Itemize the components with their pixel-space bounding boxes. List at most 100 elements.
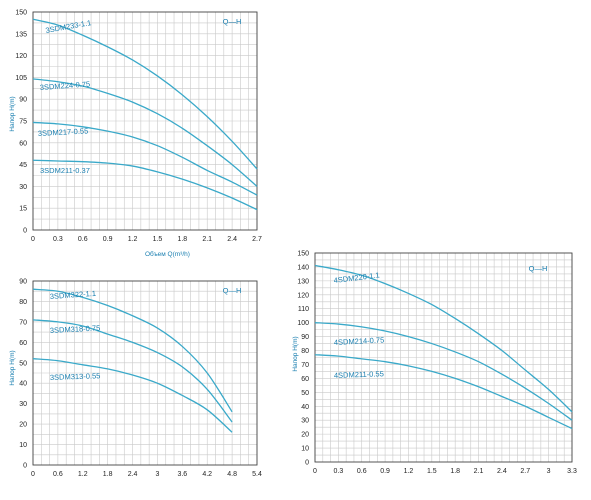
y-tick-label: 80: [301, 348, 309, 355]
y-tick-label: 60: [19, 140, 27, 147]
series-label: 4SDM220-1.1: [333, 270, 380, 285]
x-tick-label: 1.8: [177, 236, 187, 243]
y-tick-label: 90: [301, 334, 309, 341]
series-label: 4SDM214-0.75: [334, 335, 385, 347]
y-tick-label: 150: [297, 251, 309, 258]
y-tick-label: 130: [297, 278, 309, 285]
y-tick-label: 20: [301, 432, 309, 439]
y-tick-label: 30: [19, 184, 27, 191]
series-line-3sdm233-1.1: [32, 18, 258, 170]
x-tick-label: 1.2: [78, 471, 88, 478]
y-tick-label: 120: [297, 292, 309, 299]
x-tick-label: 0.6: [53, 471, 63, 478]
series-line-3sdm211-0.37: [32, 159, 258, 211]
y-tick-label: 0: [23, 228, 27, 235]
series-line-4sdm214-0.75: [314, 322, 573, 421]
y-tick-label: 90: [19, 97, 27, 104]
x-tick-label: 1.2: [128, 236, 138, 243]
y-tick-label: 40: [19, 381, 27, 388]
y-tick-label: 10: [19, 442, 27, 449]
y-tick-label: 90: [19, 279, 27, 286]
x-tick-label: 0.3: [53, 236, 63, 243]
legend-label: Q—H: [529, 264, 548, 273]
x-tick-label: 2.4: [128, 471, 138, 478]
y-tick-label: 120: [15, 53, 27, 60]
x-tick-label: 0: [31, 236, 35, 243]
series-line-3sdm224-0.75: [32, 78, 258, 187]
y-tick-label: 135: [15, 31, 27, 38]
y-tick-label: 105: [15, 75, 27, 82]
y-tick-label: 10: [301, 446, 309, 453]
x-tick-label: 0.3: [333, 468, 343, 475]
plot-frame: [32, 11, 258, 231]
y-tick-label: 20: [19, 422, 27, 429]
plot-frame: [32, 280, 258, 466]
y-tick-label: 100: [297, 320, 309, 327]
x-tick-label: 1.5: [427, 468, 437, 475]
y-tick-label: 50: [301, 390, 309, 397]
chart-4sdm2: 0 0.3 0.6 0.9 1.2 1.5 1.8 2.1 2.4 2.7 3 3.3 0 10 20 30 4…: [292, 251, 577, 476]
x-tick-label: 0.9: [380, 468, 390, 475]
x-tick-label: 0.6: [357, 468, 367, 475]
y-tick-label: 140: [297, 264, 309, 271]
x-tick-label: 4.2: [202, 471, 212, 478]
x-tick-label: 0.9: [103, 236, 113, 243]
y-tick-label: 45: [19, 162, 27, 169]
y-tick-label: 30: [301, 418, 309, 425]
x-tick-label: 1.5: [153, 236, 163, 243]
legend-label: Q—H: [223, 286, 242, 295]
series-label: 3SDM211-0.37: [40, 166, 90, 175]
x-tick-label: 0: [31, 471, 35, 478]
y-axis-label: Напор H(m): [9, 96, 16, 131]
x-tick-label: 5.4: [252, 471, 262, 478]
x-tick-label: 2.7: [252, 236, 262, 243]
y-tick-label: 0: [23, 463, 27, 470]
x-tick-label: 3: [155, 471, 159, 478]
x-tick-label: 0.6: [78, 236, 88, 243]
x-tick-label: 1.8: [450, 468, 460, 475]
series-line-3sdm313-0.55: [32, 358, 233, 433]
y-tick-label: 80: [19, 299, 27, 306]
series-line-3sdm322-1.1: [32, 288, 233, 413]
x-tick-label: 2.1: [202, 236, 212, 243]
series-label: 3SDM322-1.1: [50, 289, 97, 301]
series-label: 3SDM233-1.1: [45, 18, 92, 35]
y-tick-label: 150: [15, 10, 27, 17]
y-tick-label: 60: [301, 376, 309, 383]
series-label: 4SDM211-0.55: [334, 369, 384, 380]
y-tick-label: 70: [301, 362, 309, 369]
x-tick-label: 3: [547, 468, 551, 475]
chart-3sdm2: 0 0.3 0.6 0.9 1.2 1.5 1.8 2.1 2.4 2.7 0 15 30 45 60 75 9…: [9, 10, 262, 259]
y-tick-label: 70: [19, 319, 27, 326]
x-tick-label: 1.8: [103, 471, 113, 478]
x-tick-label: 1.2: [404, 468, 414, 475]
x-axis-label: Объем Q(m³/h): [145, 250, 190, 258]
x-tick-label: 4.8: [227, 471, 237, 478]
x-tick-label: 2.1: [474, 468, 484, 475]
y-tick-label: 60: [19, 340, 27, 347]
chart-3sdm3: 0 0.6 1.2 1.8 2.4 3 3.6 4.2 4.8 5.4 0 10 20 30 40 50 60 7…: [9, 279, 262, 479]
series-line-3sdm217-0.55: [32, 121, 258, 196]
y-tick-label: 75: [19, 119, 27, 126]
plot-frame: [314, 252, 573, 463]
x-tick-label: 2.4: [497, 468, 507, 475]
series-label: 3SDM313-0.55: [50, 371, 101, 382]
y-tick-label: 50: [19, 360, 27, 367]
series-line-4sdm220-1.1: [314, 264, 573, 413]
y-tick-label: 110: [298, 306, 309, 313]
x-tick-label: 2.4: [227, 236, 237, 243]
series-label: 3SDM318-0.75: [50, 323, 101, 335]
y-tick-label: 0: [305, 460, 309, 467]
y-axis-label: Напор H(m): [292, 336, 299, 371]
y-tick-label: 40: [301, 404, 309, 411]
series-line-3sdm318-0.75: [32, 319, 233, 423]
x-tick-label: 3.6: [177, 471, 187, 478]
series-label: 3SDM217-0.55: [38, 126, 89, 138]
series-label: 3SDM224-0.75: [40, 79, 91, 91]
legend-label: Q—H: [223, 17, 242, 26]
x-tick-label: 3.3: [567, 468, 577, 475]
x-tick-label: 0: [313, 468, 317, 475]
series-line-4sdm211-0.55: [314, 354, 573, 430]
x-tick-label: 2.7: [520, 468, 530, 475]
